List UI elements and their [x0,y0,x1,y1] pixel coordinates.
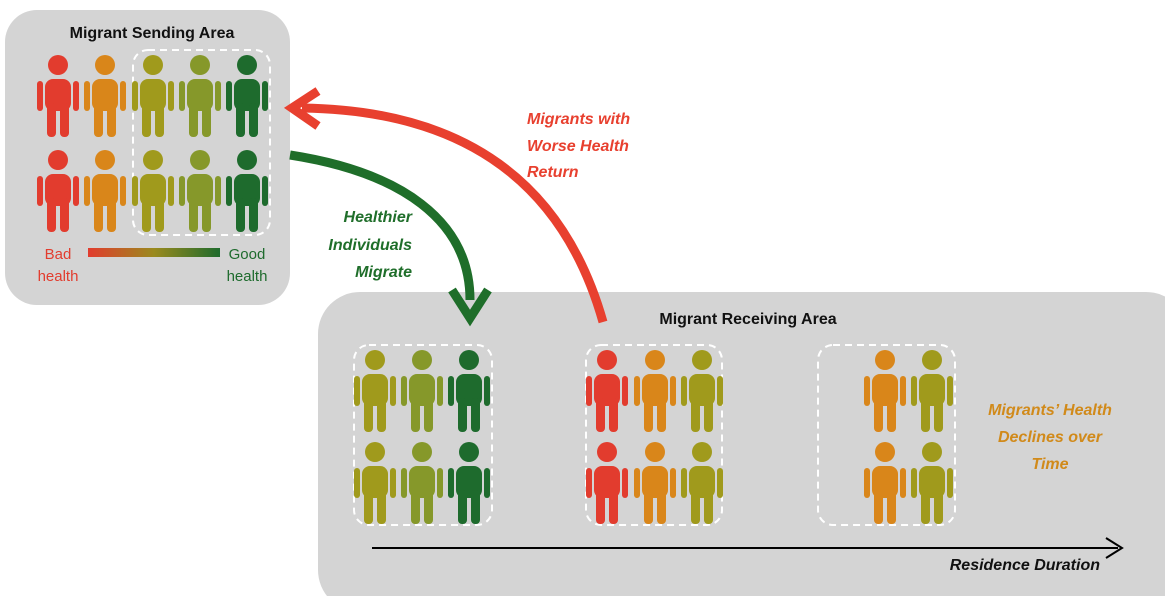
note: Migrants’ Health [988,402,1112,419]
legend-high: health [227,268,268,285]
group-outline [585,344,723,526]
person-icon [586,442,628,524]
receiving-area-box [318,292,1165,596]
flow-label: Individuals [328,237,412,254]
person-icon [634,350,676,432]
person-icon [864,442,906,524]
note: Declines over [998,429,1103,446]
person-icon [354,442,396,524]
migrate-arrowhead [448,287,492,327]
group-outline [817,344,956,526]
legend-low: health [38,268,79,285]
person-icon [586,350,628,432]
person-icon [132,150,174,232]
group-outline [132,49,271,236]
axis-label: Residence Duration [950,557,1100,574]
person-icon [681,442,723,524]
flow-label: Healthier [344,209,413,226]
time-axis-arrowhead [1105,537,1124,559]
flow-label: Worse Health [527,138,629,155]
legend-low: Bad [45,246,72,263]
note: Time [1031,456,1068,473]
sending-title: Migrant Sending Area [70,25,235,42]
flow-label: Return [527,164,579,181]
person-icon [226,150,268,232]
person-icon [681,350,723,432]
flow-label: Migrants with [527,111,630,128]
person-icon [448,350,490,432]
health-gradient [88,248,220,257]
migrate-arrow [289,150,475,301]
flow-label: Migrate [355,264,412,281]
person-icon [37,150,79,232]
receiving-title: Migrant Receiving Area [659,311,836,328]
person-icon [84,150,126,232]
return-arrowhead [283,87,321,130]
group-outline [353,344,493,526]
person-icon [911,442,953,524]
person-icon [401,442,443,524]
person-icon [37,55,79,137]
return-arrow [301,103,608,324]
person-icon [634,442,676,524]
person-icon [448,442,490,524]
person-icon [401,350,443,432]
person-icon [864,350,906,432]
person-icon [226,55,268,137]
person-icon [354,350,396,432]
person-icon [179,55,221,137]
person-icon [84,55,126,137]
person-icon [179,150,221,232]
legend-high: Good [229,246,266,263]
person-icon [911,350,953,432]
person-icon [132,55,174,137]
